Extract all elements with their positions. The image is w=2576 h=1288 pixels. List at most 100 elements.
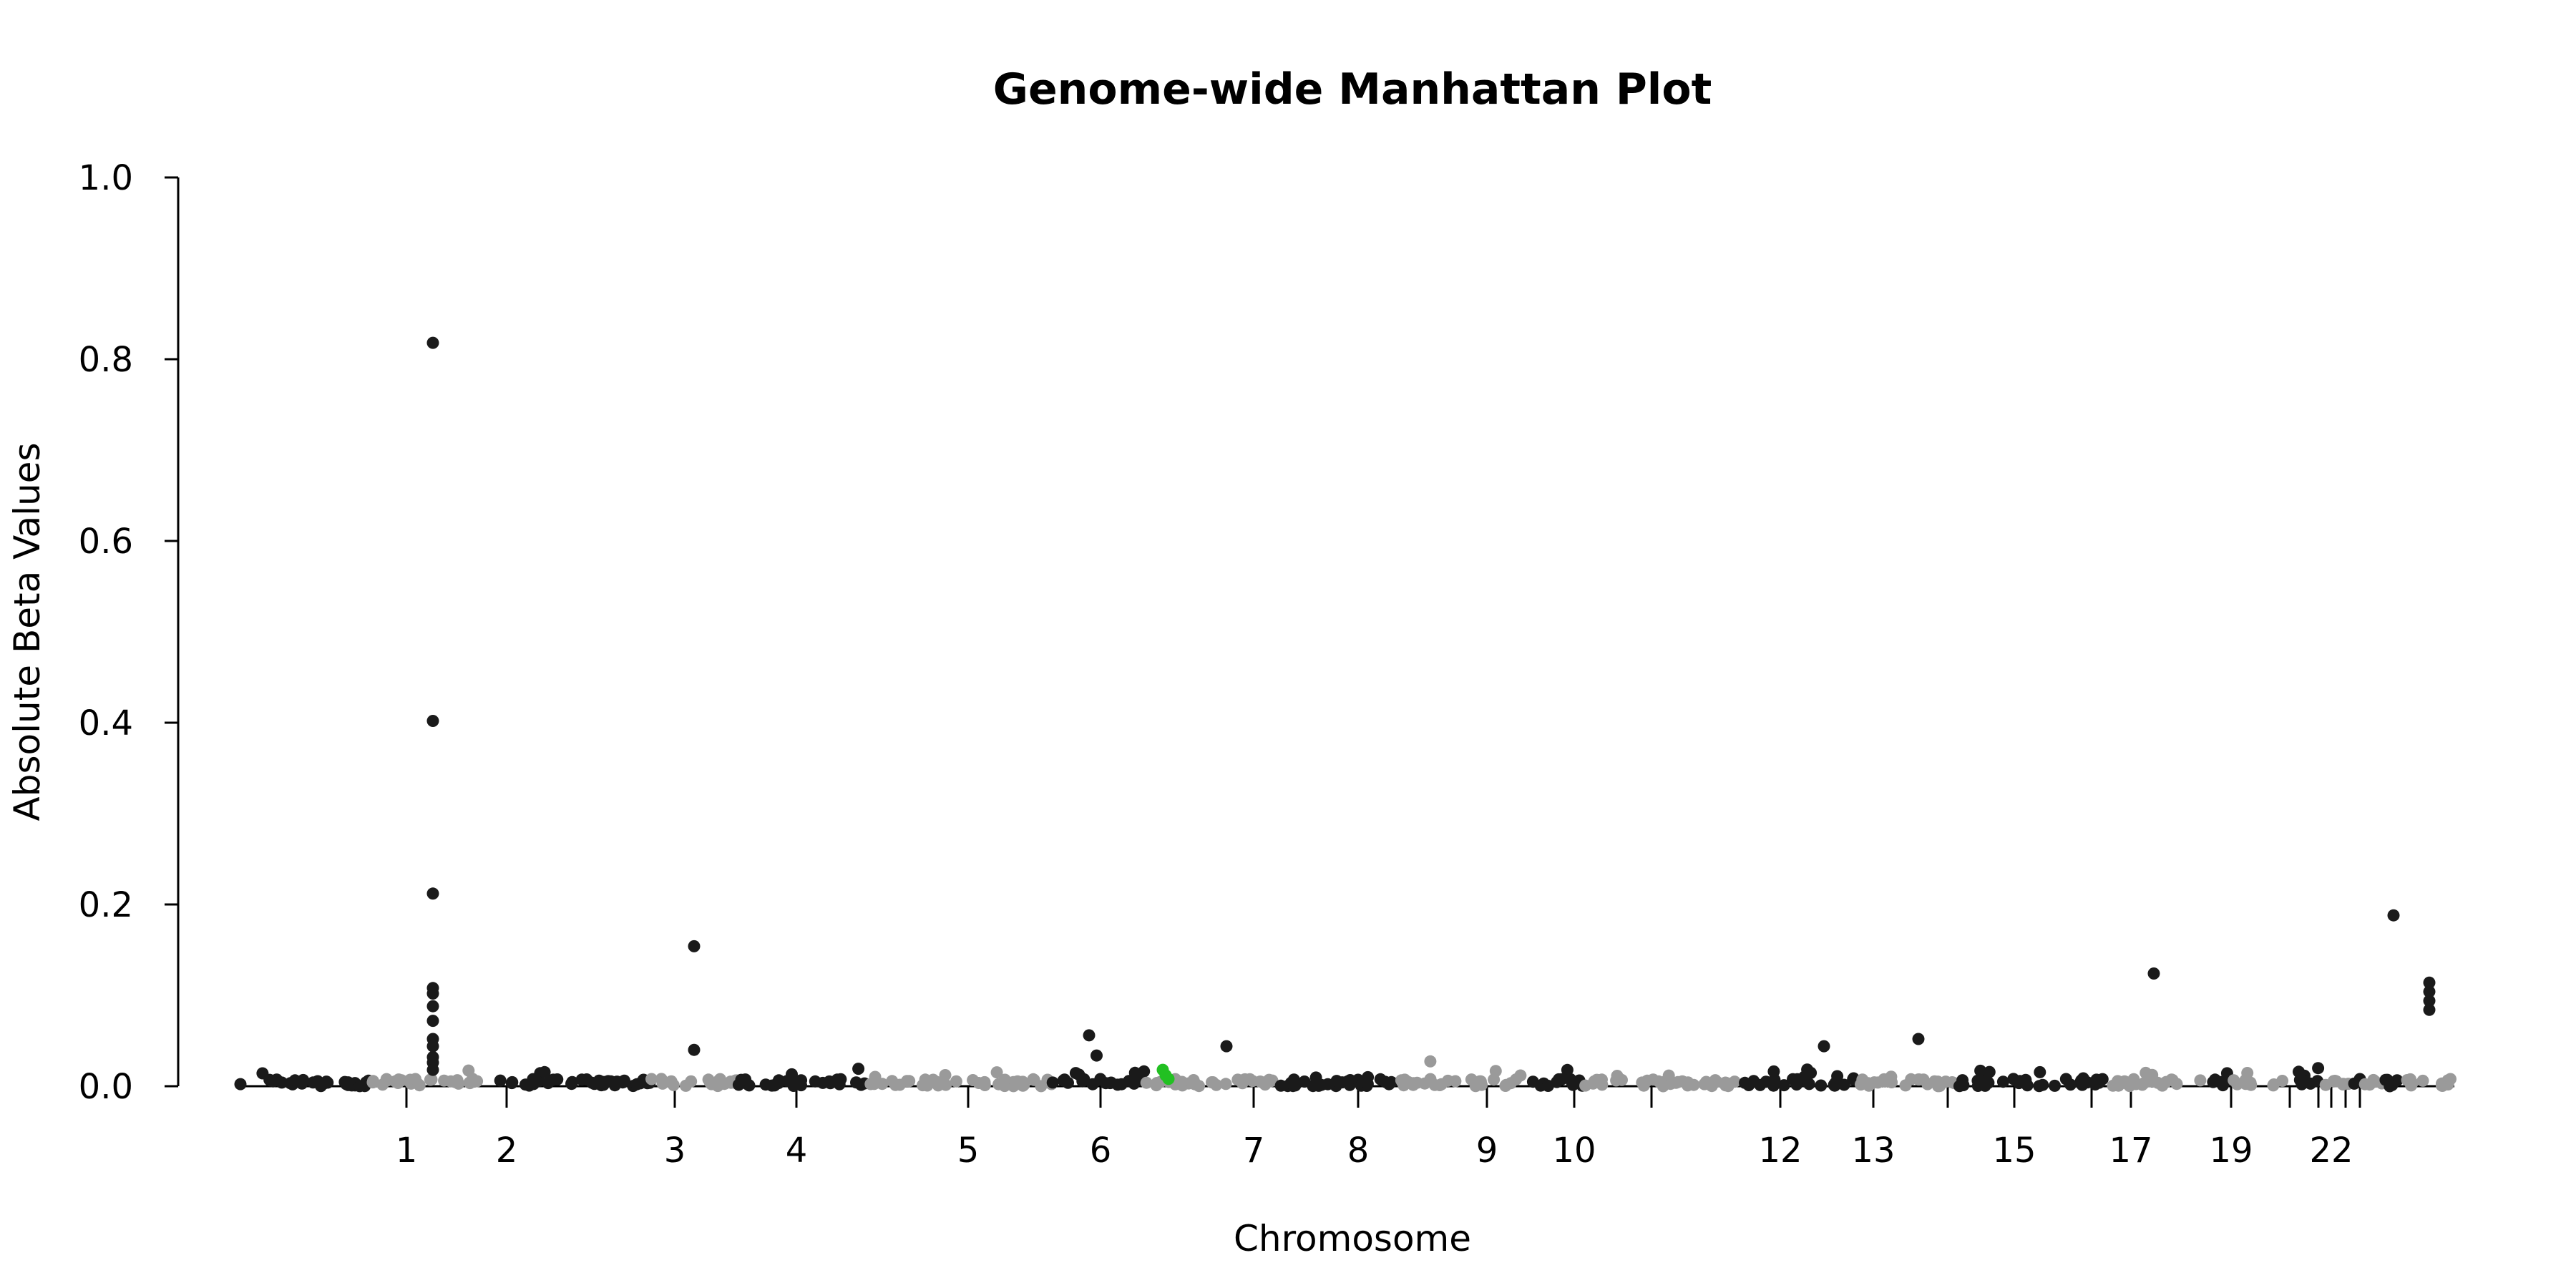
data-point <box>424 1073 436 1086</box>
data-point <box>655 1073 668 1085</box>
data-point-peak <box>2423 985 2436 998</box>
data-point <box>2049 1079 2061 1092</box>
data-point <box>1996 1075 2009 1088</box>
data-point <box>868 1078 881 1091</box>
data-point <box>852 1063 865 1075</box>
x-axis-label: Chromosome <box>1234 1218 1471 1259</box>
data-point <box>1322 1078 1335 1091</box>
data-point <box>1742 1079 1755 1091</box>
data-point <box>759 1078 772 1091</box>
data-point <box>392 1073 405 1086</box>
data-point <box>1150 1079 1163 1092</box>
data-point <box>2096 1073 2109 1085</box>
data-point <box>1526 1075 1539 1088</box>
data-point <box>566 1075 579 1088</box>
data-point-peak <box>426 987 439 1000</box>
data-point <box>353 1080 366 1093</box>
x-tick-label: 22 <box>2309 1131 2353 1171</box>
x-tick-label: 17 <box>2109 1131 2152 1171</box>
data-point <box>1374 1073 1387 1085</box>
data-point <box>2007 1073 2020 1085</box>
data-point <box>2146 1075 2159 1088</box>
data-point <box>1309 1071 1322 1084</box>
data-point <box>1698 1078 1711 1091</box>
data-point <box>927 1073 940 1086</box>
data-point <box>1263 1073 1276 1086</box>
data-point <box>1682 1079 1694 1092</box>
data-point <box>1815 1079 1828 1092</box>
chart-title: Genome-wide Manhattan Plot <box>993 64 1712 114</box>
x-tick-label: 19 <box>2209 1131 2253 1171</box>
data-point <box>1791 1073 1804 1085</box>
data-point <box>1767 1065 1780 1078</box>
data-point <box>1878 1075 1891 1088</box>
data-point <box>1662 1069 1675 1082</box>
data-point <box>1231 1073 1244 1086</box>
data-point <box>1287 1073 1300 1086</box>
data-point <box>2036 1078 2049 1091</box>
data-point <box>2384 1080 2396 1093</box>
data-point <box>1868 1076 1880 1089</box>
data-point-peak <box>426 1063 439 1076</box>
data-point <box>1091 1049 1103 1062</box>
data-point <box>234 1078 247 1091</box>
data-point <box>1567 1078 1580 1091</box>
data-point <box>1710 1075 1723 1088</box>
data-point <box>1193 1080 1206 1093</box>
data-point <box>1579 1079 1592 1092</box>
data-point-peak <box>2423 1003 2436 1016</box>
data-points <box>234 336 2457 1093</box>
data-point <box>463 1076 476 1089</box>
data-point <box>494 1074 507 1087</box>
y-tick-label: 0.8 <box>79 340 133 380</box>
data-point <box>1899 1079 1912 1092</box>
data-point <box>1206 1076 1219 1088</box>
data-point <box>645 1073 658 1085</box>
data-point-peak <box>426 1040 439 1053</box>
data-point-peak <box>426 1015 439 1028</box>
data-point <box>2209 1073 2222 1086</box>
data-point <box>2059 1073 2072 1085</box>
data-point <box>2166 1073 2179 1086</box>
data-point <box>630 1078 643 1091</box>
data-point <box>526 1076 539 1089</box>
data-point <box>366 1076 379 1089</box>
data-point <box>2136 1078 2149 1091</box>
data-point <box>1449 1075 1462 1088</box>
data-point <box>1754 1078 1767 1091</box>
data-point-peak <box>1220 1040 1233 1053</box>
data-point-peak <box>1818 1040 1830 1053</box>
data-point <box>2293 1065 2305 1078</box>
data-point-peak <box>426 336 439 349</box>
data-point <box>667 1078 680 1091</box>
data-point <box>1475 1078 1488 1091</box>
data-point <box>575 1073 588 1086</box>
data-point <box>702 1073 715 1086</box>
data-point <box>1777 1079 1790 1092</box>
data-point <box>1551 1075 1563 1088</box>
data-point <box>1974 1064 1987 1077</box>
data-point <box>2312 1062 2325 1075</box>
data-point <box>2076 1078 2089 1091</box>
x-tick-label: 9 <box>1476 1131 1498 1171</box>
data-point <box>967 1074 980 1086</box>
data-point <box>1953 1080 1966 1093</box>
data-point <box>2034 1065 2046 1078</box>
data-point <box>381 1074 394 1087</box>
data-point <box>1610 1074 1623 1087</box>
data-point <box>2405 1079 2418 1092</box>
data-point <box>1046 1076 1059 1089</box>
data-point <box>340 1078 353 1091</box>
data-point <box>772 1074 785 1087</box>
data-point <box>588 1078 601 1091</box>
x-tick-label: 13 <box>1851 1131 1895 1171</box>
data-point <box>1402 1075 1415 1088</box>
data-point <box>1855 1078 1867 1091</box>
data-point <box>506 1075 519 1088</box>
x-tick-label: 15 <box>1992 1131 2036 1171</box>
data-point <box>1721 1077 1734 1090</box>
data-point <box>1099 1077 1112 1090</box>
data-point <box>318 1077 331 1090</box>
data-point <box>1766 1075 1779 1088</box>
